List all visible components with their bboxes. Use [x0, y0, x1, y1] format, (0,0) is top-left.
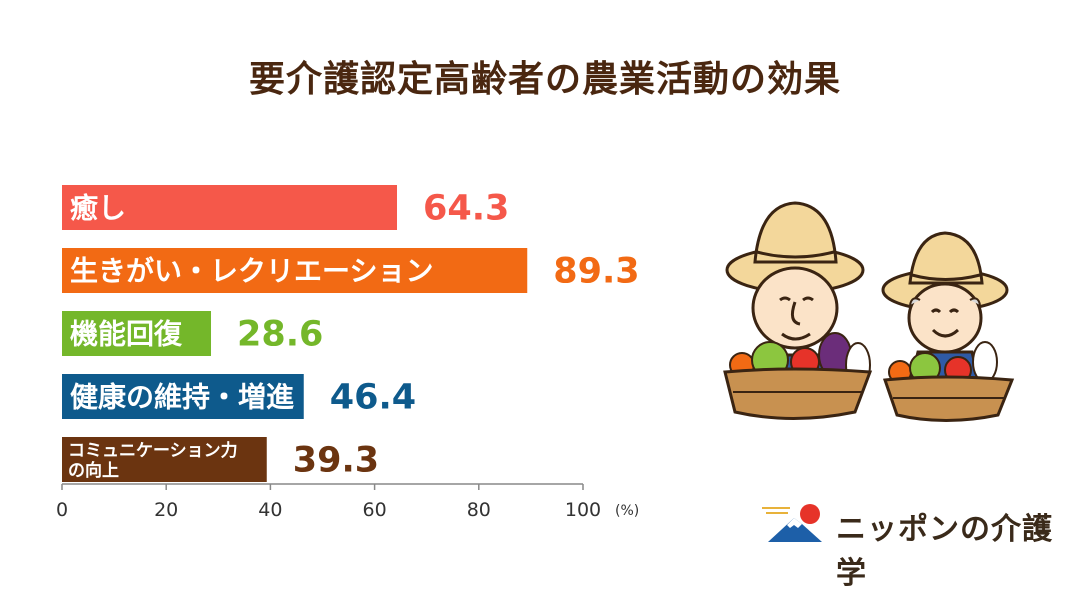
bar-chart: 0 20 40 60 80 100 (%) 癒し 64.3 生きがい・レクリエーション 89.3 機能… — [56, 185, 640, 521]
bar-label-1: 生きがい・レクリエーション — [70, 255, 433, 288]
value-label-4: 39.3 — [293, 441, 379, 481]
x-tick-label-5: 100 — [565, 499, 601, 521]
bar-label-2: 機能回復 — [70, 318, 183, 351]
value-label-0: 64.3 — [423, 189, 509, 229]
x-tick-label-3: 60 — [363, 499, 387, 521]
value-label-2: 28.6 — [237, 315, 323, 355]
vegetable-basket-left — [723, 332, 873, 420]
brand-logo: ニッポンの介護学 — [760, 498, 1070, 591]
bar-2 — [62, 311, 212, 356]
x-tick-label-2: 40 — [258, 499, 282, 521]
page: 要介護認定高齢者の農業活動の効果 0 20 40 60 80 100 (%) 癒し 64.3 生き… — [56, 59, 1070, 591]
value-label-3: 46.4 — [330, 378, 416, 418]
x-tick-label-4: 80 — [467, 499, 491, 521]
bar-3 — [62, 374, 304, 419]
brand-name: ニッポンの介護学 — [836, 512, 1053, 591]
x-unit-label: (%) — [615, 503, 639, 519]
bar-1 — [62, 248, 528, 293]
x-tick-label-0: 0 — [56, 499, 68, 521]
page-title: 要介護認定高齢者の農業活動の効果 — [248, 59, 841, 100]
vegetable-basket-right — [882, 341, 1015, 422]
bar-label-4-line-0: コミュニケーション力 — [68, 440, 238, 461]
bar-label-4-line-1: の向上 — [68, 460, 119, 481]
bar-0 — [62, 185, 398, 230]
bar-label-3: 健康の維持・増進 — [70, 381, 294, 414]
x-tick-label-1: 20 — [154, 499, 178, 521]
bar-label-4: コミュニケーション力の向上 — [68, 440, 238, 481]
farmers-with-vegetable-baskets-icon — [723, 201, 1015, 422]
bar-4 — [62, 437, 267, 482]
mount-fuji-sunrise-icon — [762, 504, 822, 542]
bar-label-0: 癒し — [70, 192, 126, 225]
value-label-1: 89.3 — [553, 252, 639, 292]
